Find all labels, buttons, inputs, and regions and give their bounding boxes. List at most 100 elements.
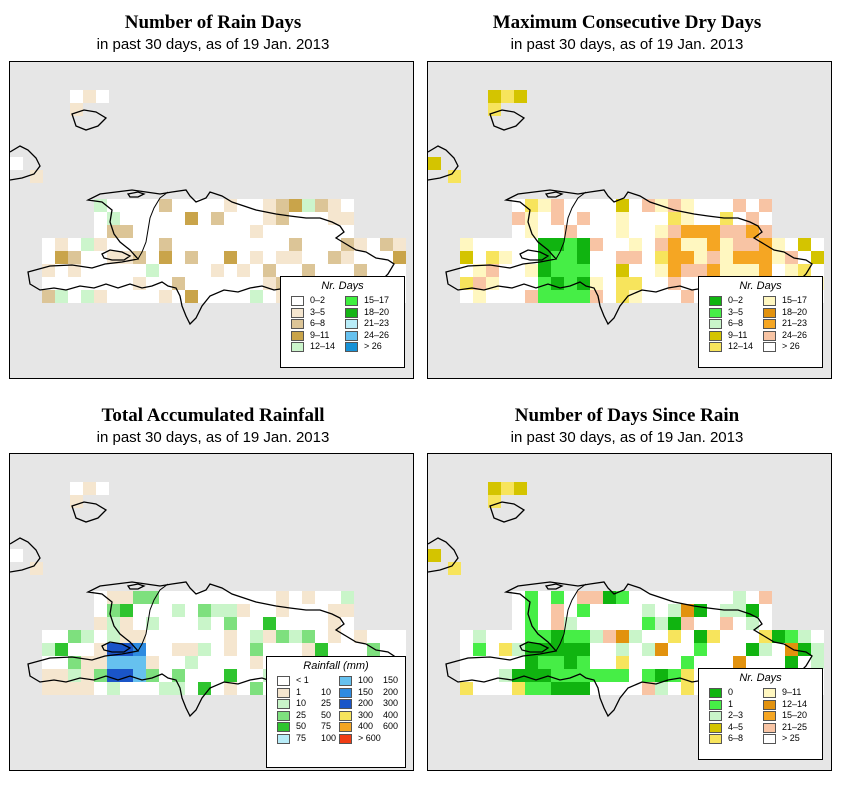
grid-cell xyxy=(289,591,302,604)
grid-cell xyxy=(668,264,681,277)
grid-cell xyxy=(668,617,681,630)
grid-cell xyxy=(759,656,772,669)
grid-cell xyxy=(81,682,94,695)
grid-cell xyxy=(746,643,759,656)
legend-label: 15–17 xyxy=(782,295,808,305)
coastline xyxy=(27,581,395,718)
grid-cell xyxy=(603,604,616,617)
grid-cell xyxy=(512,264,525,277)
panel-title-dry-days: Maximum Consecutive Dry Days xyxy=(492,12,762,33)
grid-cell xyxy=(224,604,237,617)
grid-cell xyxy=(733,251,746,264)
grid-cell xyxy=(811,238,824,251)
grid-cell xyxy=(315,238,328,251)
grid-cell xyxy=(315,251,328,264)
grid-cell xyxy=(577,591,590,604)
grid-cell xyxy=(315,264,328,277)
grid-cell xyxy=(811,630,824,643)
grid-cell xyxy=(237,212,250,225)
grid-cell xyxy=(55,238,68,251)
grid-cell xyxy=(341,212,354,225)
grid-cell xyxy=(642,212,655,225)
legend-swatch xyxy=(345,330,358,341)
cuba-coast xyxy=(10,537,41,573)
legend-swatch xyxy=(291,342,304,352)
grid-cell xyxy=(473,264,486,277)
grid-cell xyxy=(159,669,172,682)
grid-cell xyxy=(564,212,577,225)
grid-cell xyxy=(341,264,354,277)
legend-swatch xyxy=(709,722,722,733)
grid-cell xyxy=(720,643,733,656)
grid-cell xyxy=(538,290,551,303)
grid-cell xyxy=(564,225,577,238)
grid-cell xyxy=(668,630,681,643)
grid-cell xyxy=(224,290,237,303)
grid-cell xyxy=(629,199,642,212)
grid-cell xyxy=(224,617,237,630)
legend-label: > 26 xyxy=(364,341,382,351)
grid-cell xyxy=(616,277,629,290)
grid-cell xyxy=(759,199,772,212)
grid-cell xyxy=(629,630,642,643)
grid-cell xyxy=(629,669,642,682)
grid-cell xyxy=(590,604,603,617)
legend-swatch xyxy=(709,711,722,721)
grid-cell xyxy=(42,643,55,656)
grid-cell xyxy=(133,251,146,264)
grid-cell xyxy=(107,277,120,290)
grid-cell xyxy=(720,251,733,264)
grid-cell xyxy=(499,290,512,303)
tortuga-island xyxy=(126,191,146,198)
grid-cell xyxy=(211,251,224,264)
grid-cell xyxy=(460,290,473,303)
grid-cell xyxy=(107,212,120,225)
grid-cell xyxy=(733,238,746,251)
legend-title: Nr. Days xyxy=(739,280,782,292)
grid-cell xyxy=(629,264,642,277)
grid-cell xyxy=(642,630,655,643)
inagua-island xyxy=(71,501,108,523)
grid-cell xyxy=(538,656,551,669)
grid-cell xyxy=(120,656,133,669)
grid-cell xyxy=(263,212,276,225)
legend-label: > 25 xyxy=(782,733,800,743)
grid-cell xyxy=(655,682,668,695)
grid-cell xyxy=(211,264,224,277)
legend-label: 21–23 xyxy=(782,318,808,328)
grid-cell xyxy=(499,643,512,656)
grid-cell xyxy=(785,264,798,277)
legend-label-upper: 300 xyxy=(383,698,399,708)
grid-cell xyxy=(367,251,380,264)
grid-cell xyxy=(590,277,603,290)
legend-swatch xyxy=(709,734,722,744)
grid-cell xyxy=(590,656,603,669)
legend: Nr. Days 0–2 3–5 6–8 9–11 12–14 15–17 18–20 21–2… xyxy=(280,276,405,368)
grid-cell xyxy=(681,682,694,695)
legend-swatch xyxy=(291,307,304,318)
grid-cell xyxy=(681,212,694,225)
legend-swatch xyxy=(291,330,304,341)
grid-cell xyxy=(564,617,577,630)
grid-cell xyxy=(681,251,694,264)
grid-cell xyxy=(551,682,564,695)
grid-cell xyxy=(133,199,146,212)
grid-cell xyxy=(159,277,172,290)
grid-cell xyxy=(590,199,603,212)
map-rainfall: Rainfall (mm) < 1 1 10 10 25 25 50 50 75 75 100 100 1… xyxy=(9,453,414,771)
grid-cell xyxy=(460,238,473,251)
grid-cell xyxy=(107,643,120,656)
grid-cell xyxy=(42,669,55,682)
grid-cell xyxy=(655,604,668,617)
grid-cell xyxy=(250,264,263,277)
grid-cell xyxy=(538,277,551,290)
grid-cell xyxy=(250,251,263,264)
grid-cell xyxy=(211,591,224,604)
grid-cell xyxy=(354,238,367,251)
grid-cell xyxy=(603,238,616,251)
grid-cell xyxy=(512,682,525,695)
grid-cell xyxy=(68,238,81,251)
legend-swatch xyxy=(763,711,776,721)
legend-swatch xyxy=(763,688,776,698)
legend-swatch xyxy=(291,296,304,306)
